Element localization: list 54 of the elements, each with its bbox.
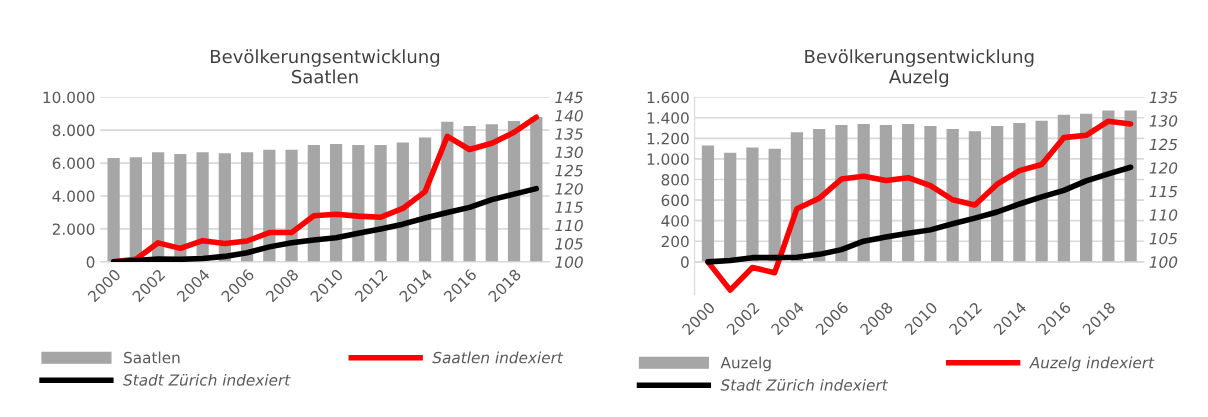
bar xyxy=(1124,110,1137,262)
bar xyxy=(746,147,759,262)
y2-tick-label: 120 xyxy=(555,183,583,195)
bar xyxy=(107,158,120,262)
legend-label: Stadt Zürich indexiert xyxy=(123,373,291,386)
bar xyxy=(374,144,387,262)
y2-tick-label: 125 xyxy=(1149,138,1178,151)
bar xyxy=(701,145,715,262)
y2-tick-label: 115 xyxy=(1149,185,1178,198)
chart-title: Bevölkerungsentwicklung Auzelg xyxy=(805,49,1034,88)
y2-tick-label: 110 xyxy=(1149,209,1178,221)
y-tick-label: 400 xyxy=(661,215,689,227)
y-tick-label: 1.000 xyxy=(647,153,689,165)
bar xyxy=(1013,122,1026,262)
y2-tick-label: 120 xyxy=(1149,162,1178,174)
y2-tick-label: 130 xyxy=(555,146,583,159)
y-tick-label: 6.000 xyxy=(52,157,95,170)
bar xyxy=(1102,110,1115,262)
y-tick-label: 600 xyxy=(661,194,689,207)
bar xyxy=(768,148,781,262)
y2-tick-label: 105 xyxy=(555,238,583,250)
y2-tick-label: 145 xyxy=(555,91,583,104)
y-tick-label: 800 xyxy=(661,173,689,186)
y2-tick-label: 105 xyxy=(1149,232,1178,245)
y-tick-label: 10.000 xyxy=(43,91,95,104)
y2-tick-label: 125 xyxy=(555,164,583,177)
y-tick-label: 1.400 xyxy=(647,112,689,124)
bar xyxy=(285,149,298,262)
bar xyxy=(530,116,543,262)
y-tick-label: 0 xyxy=(681,256,689,268)
y-tick-label: 8.000 xyxy=(52,124,95,137)
y2-tick-label: 130 xyxy=(1149,115,1178,127)
bar xyxy=(924,125,937,262)
chart-title: Bevölkerungsentwicklung Saatlen xyxy=(210,49,440,84)
y2-tick-label: 115 xyxy=(555,201,583,213)
y-tick-label: 1.200 xyxy=(647,132,689,145)
y-tick-label: 1.600 xyxy=(647,91,689,104)
bar xyxy=(463,125,476,262)
y2-tick-label: 100 xyxy=(1149,256,1178,268)
legend-label: Saatlen xyxy=(124,351,180,364)
y2-tick-label: 110 xyxy=(555,219,583,232)
y-tick-label: 2.000 xyxy=(52,223,95,235)
legend-label: Saatlen indexiert xyxy=(432,351,564,364)
legend-label: Auzelg xyxy=(720,356,771,372)
legend-label: Stadt Zürich indexiert xyxy=(720,378,889,391)
y2-tick-label: 140 xyxy=(555,109,583,122)
y2-tick-label: 135 xyxy=(555,128,583,140)
y-tick-label: 4.000 xyxy=(52,190,95,203)
y2-tick-label: 100 xyxy=(555,256,583,268)
y-tick-label: 0 xyxy=(86,256,95,268)
legend-label: Auzelg indexiert xyxy=(1028,356,1155,372)
y2-tick-label: 135 xyxy=(1149,91,1178,104)
bar xyxy=(835,124,848,262)
y-tick-label: 200 xyxy=(661,235,689,248)
